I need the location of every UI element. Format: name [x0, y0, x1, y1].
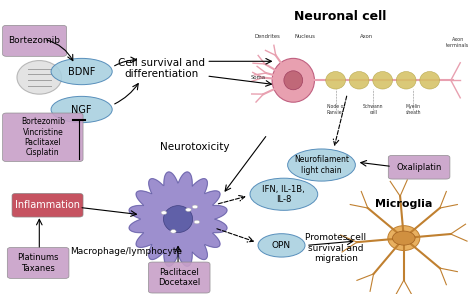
Ellipse shape — [51, 58, 112, 85]
Text: Bortezomib: Bortezomib — [9, 36, 61, 45]
Circle shape — [192, 205, 198, 209]
Text: Schwann
cell: Schwann cell — [363, 104, 383, 115]
Ellipse shape — [420, 71, 439, 89]
Ellipse shape — [258, 234, 305, 257]
Text: Neurotoxicity: Neurotoxicity — [160, 142, 229, 153]
Text: Paclitacel
Docetaxel: Paclitacel Docetaxel — [158, 268, 201, 287]
Text: Oxaliplatin: Oxaliplatin — [396, 163, 442, 172]
Text: Soma: Soma — [250, 75, 265, 80]
Text: Platinums
Taxanes: Platinums Taxanes — [18, 253, 59, 273]
Text: NGF: NGF — [72, 104, 92, 114]
Ellipse shape — [284, 71, 303, 90]
FancyBboxPatch shape — [12, 194, 83, 217]
Circle shape — [392, 231, 415, 245]
Ellipse shape — [349, 71, 369, 89]
Text: Inflammation: Inflammation — [15, 200, 80, 210]
FancyBboxPatch shape — [7, 248, 69, 278]
Polygon shape — [129, 172, 227, 266]
Ellipse shape — [164, 206, 192, 232]
Ellipse shape — [396, 71, 416, 89]
FancyBboxPatch shape — [388, 155, 450, 179]
Text: Axon
terminals: Axon terminals — [447, 37, 470, 48]
Ellipse shape — [272, 58, 314, 102]
Ellipse shape — [288, 149, 356, 181]
Text: Cell survival and
differentiation: Cell survival and differentiation — [118, 58, 205, 79]
FancyBboxPatch shape — [148, 262, 210, 293]
Text: Neuronal cell: Neuronal cell — [294, 10, 386, 23]
Ellipse shape — [17, 60, 62, 94]
Circle shape — [194, 220, 200, 224]
Circle shape — [161, 211, 167, 214]
FancyBboxPatch shape — [3, 25, 66, 56]
Text: OPN: OPN — [272, 241, 291, 250]
Text: Node of
Ranvier: Node of Ranvier — [327, 104, 345, 115]
Text: BDNF: BDNF — [68, 66, 95, 76]
Text: Bortezomib
Vincristine
Paclitaxel
Cisplatin: Bortezomib Vincristine Paclitaxel Cispla… — [21, 117, 65, 157]
FancyBboxPatch shape — [3, 113, 83, 162]
Text: Nucleus: Nucleus — [294, 34, 316, 39]
Text: Dendrites: Dendrites — [255, 34, 280, 39]
Circle shape — [171, 230, 176, 233]
Text: Neurofilament
light chain: Neurofilament light chain — [294, 155, 349, 175]
Ellipse shape — [326, 71, 346, 89]
Text: Axon: Axon — [360, 34, 373, 39]
Ellipse shape — [388, 226, 420, 250]
Text: Microglia: Microglia — [375, 199, 432, 209]
Text: Myelin
sheath: Myelin sheath — [405, 104, 421, 115]
Text: Promotes cell
survival and
migration: Promotes cell survival and migration — [305, 233, 366, 263]
Text: Macrophage/lymphocyte: Macrophage/lymphocyte — [70, 247, 182, 256]
Text: IFN, IL-1B,
IL-8: IFN, IL-1B, IL-8 — [263, 185, 305, 204]
Ellipse shape — [250, 178, 318, 210]
Ellipse shape — [373, 71, 392, 89]
Circle shape — [186, 208, 191, 212]
Ellipse shape — [51, 96, 112, 123]
